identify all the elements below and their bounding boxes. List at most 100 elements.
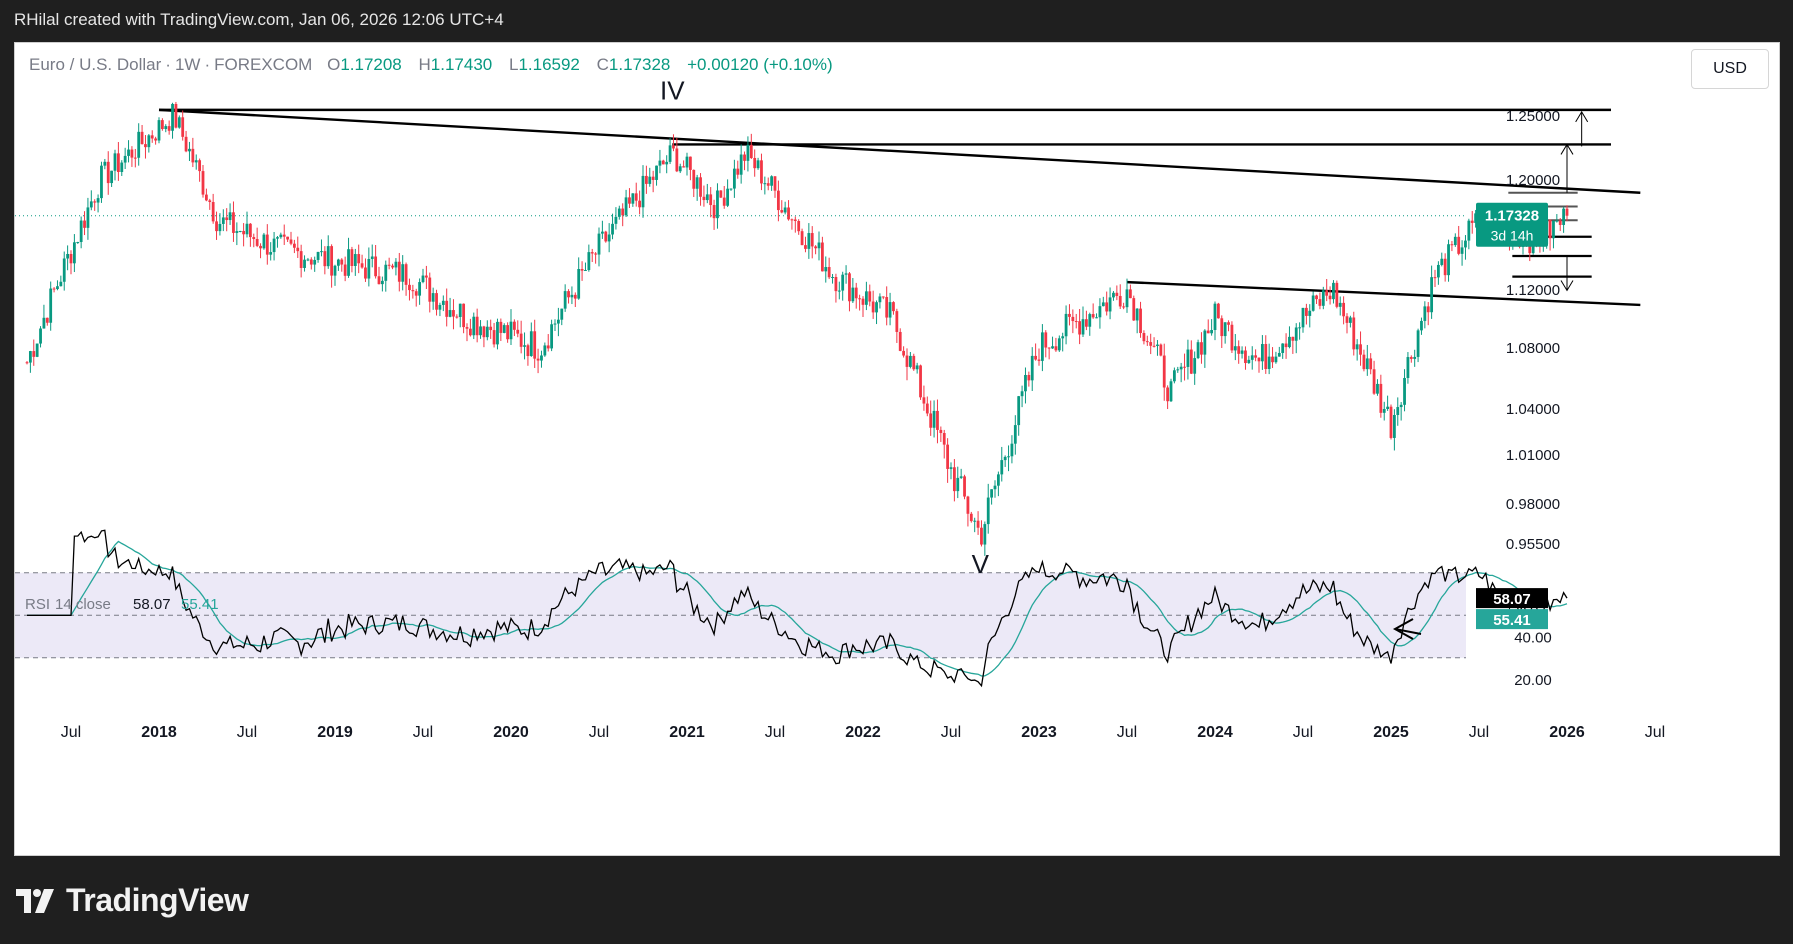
candle: [384, 264, 388, 281]
candle: [1247, 359, 1251, 364]
candle: [245, 223, 249, 235]
candle: [1413, 356, 1417, 359]
candle: [401, 264, 405, 282]
candle: [28, 351, 32, 363]
candle: [864, 291, 868, 305]
candle: [350, 249, 354, 266]
candle: [1426, 306, 1430, 313]
candle: [651, 176, 655, 180]
chart-frame[interactable]: IV V RSI 14 close 58.07 55.41 1.25000 1.20000 1.…: [14, 42, 1780, 856]
candle: [1206, 330, 1210, 334]
candle: [905, 355, 909, 367]
candle: [1101, 302, 1105, 307]
candle: [1474, 213, 1478, 223]
candle: [1467, 220, 1471, 241]
candle: [1057, 338, 1061, 351]
candle: [1223, 322, 1227, 337]
candle: [655, 165, 658, 180]
candle: [320, 251, 323, 253]
candle: [536, 358, 540, 361]
close-value: 1.17328: [608, 55, 671, 74]
candle: [1348, 317, 1352, 323]
candle: [993, 485, 997, 490]
candle: [452, 310, 455, 317]
candle: [996, 474, 1000, 486]
candle: [526, 345, 530, 357]
candle: [858, 298, 862, 300]
candle: [946, 444, 950, 469]
candle: [367, 258, 371, 279]
candle: [1179, 366, 1183, 370]
candle: [665, 161, 669, 165]
candle: [79, 220, 83, 243]
candle: [167, 126, 171, 131]
candle: [736, 168, 740, 175]
candle: [634, 193, 638, 201]
candle: [763, 183, 767, 185]
candle: [150, 135, 154, 139]
candle: [959, 476, 963, 478]
candle: [1084, 319, 1088, 327]
neckline-trendline: [1126, 280, 1641, 307]
time-axis-tick: Jul: [1645, 724, 1665, 741]
candle: [1128, 289, 1132, 299]
candle: [956, 477, 960, 492]
candle: [1345, 316, 1349, 323]
candle: [746, 144, 750, 161]
interval[interactable]: 1W: [174, 55, 201, 74]
candle: [1003, 456, 1007, 461]
candle: [1034, 355, 1038, 360]
candle: [89, 201, 93, 208]
symbol-legend[interactable]: Euro / U.S. Dollar · 1W · FOREXCOM O1.17208 …: [29, 55, 833, 74]
candle: [93, 201, 97, 203]
candle: [1355, 344, 1359, 350]
chart-canvas[interactable]: IV V RSI 14 close 58.07 55.41 1.25000 1.20000 1.…: [15, 43, 1779, 855]
candle: [123, 155, 127, 163]
time-axis-tick: 2025: [1373, 724, 1409, 741]
close-label: C: [596, 55, 609, 74]
candle: [831, 276, 834, 278]
candle: [421, 275, 425, 283]
candle: [942, 433, 946, 445]
candle: [164, 126, 168, 130]
candle: [502, 325, 506, 333]
candle: [607, 234, 611, 242]
candle: [462, 303, 466, 328]
candle: [848, 273, 851, 302]
candle: [912, 355, 916, 370]
candle: [577, 268, 581, 299]
candle: [695, 177, 699, 189]
candle: [898, 331, 902, 351]
candle: [685, 156, 689, 168]
candle: [221, 217, 225, 224]
candle: [969, 513, 973, 522]
candle: [743, 154, 746, 161]
candle: [1000, 460, 1004, 475]
candle: [147, 135, 151, 148]
price-axis-tick: 0.98000: [1506, 496, 1560, 513]
candle: [570, 294, 574, 298]
candle: [265, 234, 269, 255]
candle: [489, 326, 493, 331]
candle: [296, 247, 300, 252]
candle: [668, 145, 672, 162]
currency-button[interactable]: USD: [1691, 49, 1769, 89]
candle: [289, 239, 293, 244]
low-value: 1.16592: [518, 55, 580, 74]
candle: [919, 365, 922, 398]
time-axis-tick: Jul: [61, 724, 81, 741]
candle: [624, 197, 628, 216]
rsi-axis-tick: 20.00: [1514, 672, 1552, 689]
candle: [1359, 344, 1362, 355]
candle: [76, 242, 80, 244]
candle: [72, 242, 76, 264]
candle: [1186, 349, 1190, 367]
candle: [817, 242, 821, 249]
candle: [103, 161, 107, 166]
candle: [32, 351, 36, 357]
candle: [1064, 313, 1068, 337]
candle: [140, 131, 144, 145]
candle: [59, 281, 63, 287]
symbol-name[interactable]: Euro / U.S. Dollar: [29, 55, 162, 74]
rsi-params: 14 close: [55, 596, 111, 613]
